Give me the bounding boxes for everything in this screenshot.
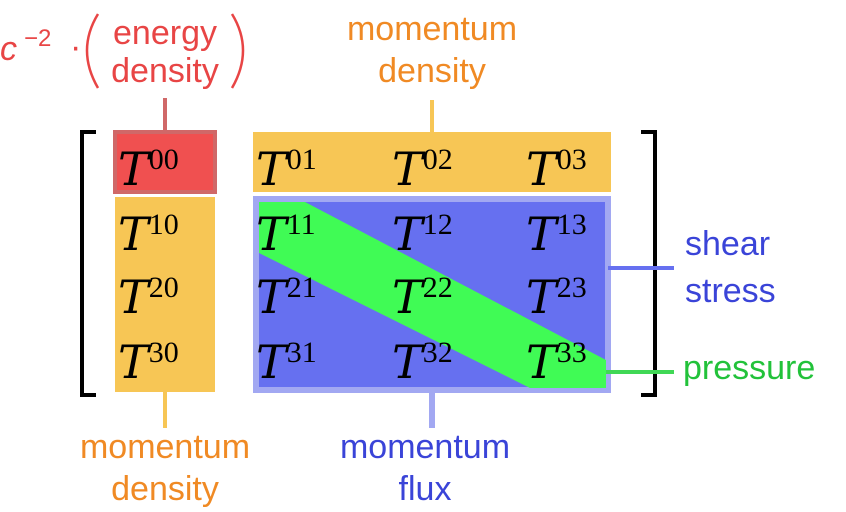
dot: · — [70, 28, 81, 66]
tensor-entry-T30: T30 — [118, 335, 179, 389]
bottom-momentum-line1: momentum — [80, 428, 250, 466]
tensor-index: 22 — [423, 271, 453, 304]
pressure-diagonal-band — [259, 202, 606, 388]
energy-density-box — [113, 130, 217, 194]
tensor-index: 03 — [557, 143, 587, 176]
tensor-index: 20 — [149, 271, 179, 304]
tensor-entry-T13: T13 — [526, 207, 587, 261]
pressure-label: pressure — [683, 349, 815, 387]
tensor-entry-T00: T00 — [118, 142, 179, 196]
tensor-entry-T21: T21 — [256, 270, 317, 324]
tensor-entry-T22: T22 — [392, 270, 453, 324]
tensor-entry-T11: T11 — [256, 207, 316, 261]
tensor-entry-T10: T10 — [118, 207, 179, 261]
top-momentum-line2: density — [378, 52, 486, 90]
tensor-entry-T01: T01 — [256, 142, 317, 196]
c-symbol: c — [0, 30, 17, 68]
tensor-entry-T12: T12 — [392, 207, 453, 261]
tensor-index: 30 — [149, 336, 179, 369]
tensor-index: 31 — [287, 336, 317, 369]
tensor-entry-T23: T23 — [526, 270, 587, 324]
tensor-index: 11 — [287, 208, 316, 241]
tensor-index: 02 — [423, 143, 453, 176]
tensor-index: 21 — [287, 271, 317, 304]
tensor-entry-T02: T02 — [392, 142, 453, 196]
left-paren — [85, 13, 100, 89]
right-paren — [230, 13, 245, 89]
energy-line1: energy — [113, 14, 217, 52]
energy-line2: density — [111, 52, 219, 90]
top-momentum-density-label: momentum density — [347, 10, 517, 90]
tensor-entry-T33: T33 — [526, 335, 587, 389]
momentum-flux-label: momentum flux — [340, 428, 510, 508]
tensor-index: 01 — [287, 143, 317, 176]
top-momentum-line1: momentum — [347, 10, 517, 48]
left-bracket — [80, 130, 96, 397]
right-bracket — [641, 130, 657, 397]
tensor-index: 33 — [557, 336, 587, 369]
tensor-entry-T03: T03 — [526, 142, 587, 196]
shear-line2: stress — [685, 272, 776, 310]
tensor-index: 32 — [423, 336, 453, 369]
tensor-entry-T20: T20 — [118, 270, 179, 324]
tensor-entries: T00 T01 T02 T03 T10 T11 T12 T13 T20 T21 T22 T23 T30 T… — [118, 142, 587, 389]
tensor-index: 12 — [423, 208, 453, 241]
tensor-index: 00 — [149, 143, 179, 176]
bottom-momentum-line2: density — [111, 470, 219, 508]
tensor-entry-T32: T32 — [392, 335, 453, 389]
flux-line2: flux — [399, 470, 452, 508]
tensor-index: 23 — [557, 271, 587, 304]
bottom-momentum-density-label: momentum density — [80, 428, 250, 508]
momentum-density-row-box — [253, 132, 611, 192]
tensor-index: 13 — [557, 208, 587, 241]
flux-line1: momentum — [340, 428, 510, 466]
energy-density-label: c −2 · energy density — [0, 13, 245, 90]
tensor-index: 10 — [149, 208, 179, 241]
tensor-entry-T31: T31 — [256, 335, 317, 389]
shear-stress-label: shear stress — [685, 225, 776, 310]
exponent: −2 — [24, 25, 51, 52]
shear-line1: shear — [685, 225, 770, 263]
momentum-density-column-box — [115, 197, 215, 392]
